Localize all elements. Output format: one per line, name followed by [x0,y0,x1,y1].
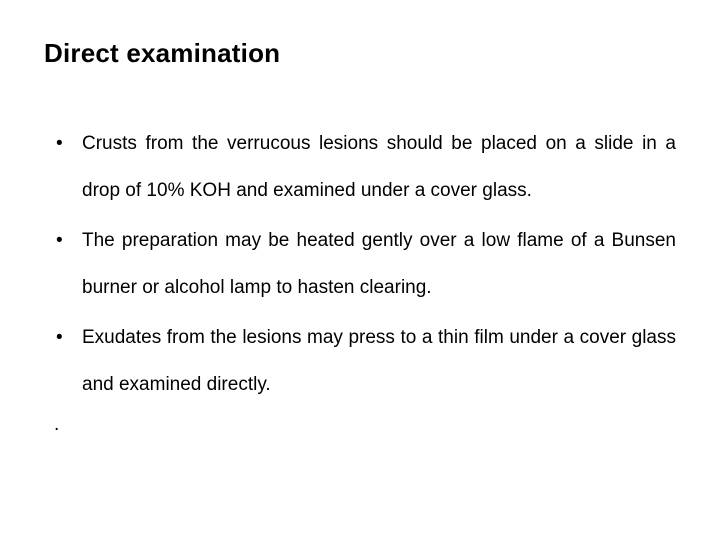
bullet-list: Crusts from the verrucous lesions should… [44,121,676,408]
bullet-item: The preparation may be heated gently ove… [54,218,676,311]
bullet-item: Crusts from the verrucous lesions should… [54,121,676,214]
trailing-text: . [44,414,676,436]
slide-title: Direct examination [44,38,676,69]
bullet-item: Exudates from the lesions may press to a… [54,315,676,408]
